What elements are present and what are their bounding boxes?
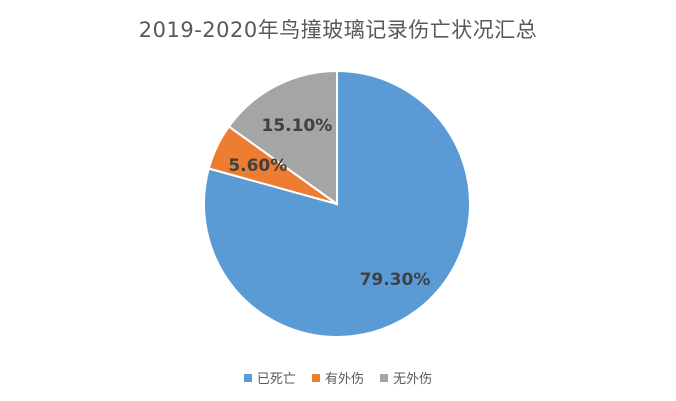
legend-item-uninjured: 无外伤	[380, 368, 432, 387]
legend-label-dead: 已死亡	[256, 372, 296, 387]
data-label-injured: 5.60%	[228, 156, 287, 176]
legend-label-injured: 有外伤	[324, 372, 364, 387]
chart-title: 2019-2020年鸟撞玻璃记录伤亡状况汇总	[138, 18, 538, 42]
data-label-dead: 79.30%	[360, 270, 431, 290]
legend-swatch-dead	[243, 373, 252, 382]
pie-slice-uninjured	[227, 69, 338, 206]
data-label-uninjured: 15.10%	[261, 116, 332, 136]
legend-item-dead: 已死亡	[243, 368, 296, 387]
legend-swatch-uninjured	[380, 373, 389, 382]
legend-swatch-injured	[311, 373, 320, 382]
legend-item-injured: 有外伤	[311, 368, 364, 387]
legend: 已死亡 有外伤 无外伤	[0, 368, 676, 387]
legend-label-uninjured: 无外伤	[393, 372, 433, 387]
